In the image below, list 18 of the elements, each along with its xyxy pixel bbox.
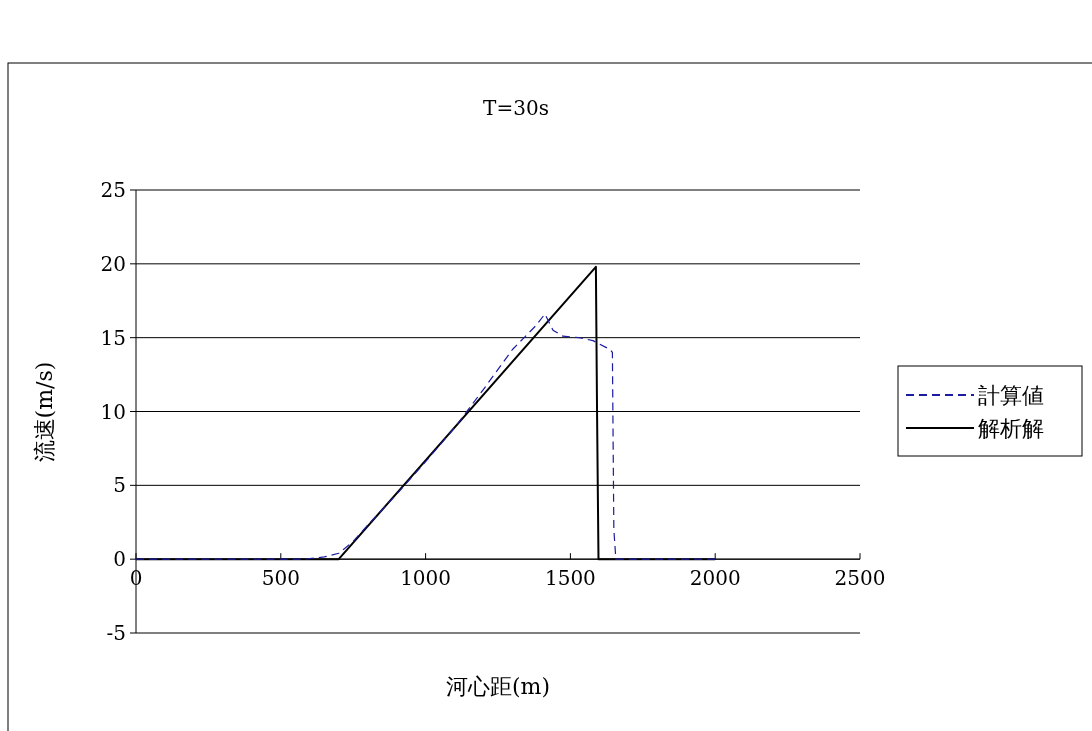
y-tick-label: 5 (113, 473, 126, 498)
y-tick-label: 10 (100, 399, 126, 424)
x-tick-label: 2000 (689, 566, 741, 591)
x-tick-label: 1500 (544, 566, 596, 591)
y-tick-label: 25 (100, 178, 126, 202)
y-tick-label: -5 (106, 621, 126, 645)
x-axis-title: 河心距(m) (445, 674, 551, 699)
legend-label: 計算値 (978, 383, 1044, 408)
legend-label: 解析解 (978, 416, 1044, 441)
x-tick-label: 0 (129, 566, 143, 591)
x-tick-label: 1000 (400, 566, 452, 591)
y-tick-label: 0 (113, 547, 126, 572)
x-tick-label: 2500 (834, 566, 886, 591)
x-tick-label: 500 (261, 566, 300, 591)
chart-title: T=30s (483, 96, 549, 120)
y-tick-label: 20 (100, 251, 126, 276)
y-axis-title: 流速(m/s) (32, 361, 57, 463)
y-tick-label: 15 (100, 325, 126, 350)
